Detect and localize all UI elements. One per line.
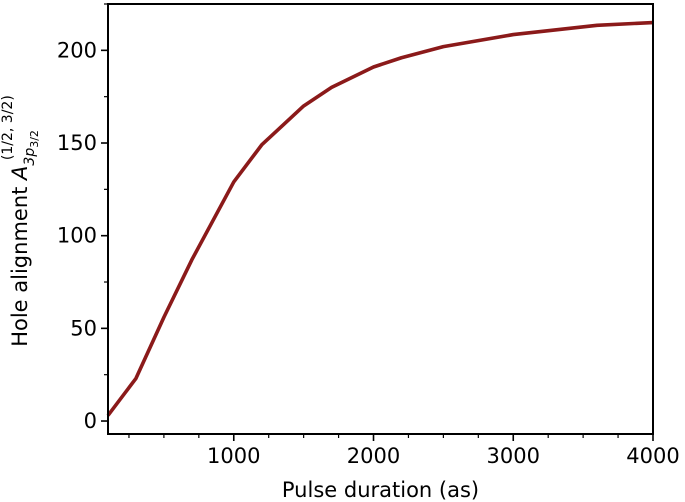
x-tick-label: 2000 [347,444,400,468]
y-tick-label: 150 [57,131,97,155]
y-axis-label-symbol: A [8,166,32,182]
y-axis-label: Hole alignment A3p3/2 (1/2, 3/2) [0,95,41,347]
y-axis-label-subscript-sub: 3/2 [28,130,41,148]
y-tick-label: 0 [84,409,97,433]
x-tick-label: 3000 [487,444,540,468]
series-layer [106,20,654,417]
x-axis-ticks: 1000 2000 3000 4000 [128,434,680,468]
svg-text:Hole alignment A3p3/2(1/2, 3/2: Hole alignment A3p3/2 (1/2, 3/2) [0,95,41,347]
y-tick-label: 50 [70,316,97,340]
y-axis-label-subscript: 3p [22,148,38,166]
x-tick-label: 1000 [207,444,260,468]
x-tick-label: 4000 [626,444,679,468]
x-axis-label: Pulse duration (as) [282,478,479,502]
y-tick-label: 100 [57,224,97,248]
y-tick-label: 200 [57,38,97,62]
y-axis-label-prefix: Hole alignment [8,180,32,347]
y-axis-label-superscript: (1/2, 3/2) [0,95,16,160]
plot-frame [107,3,654,435]
series-line [106,20,654,417]
y-axis-ticks: 0 50 100 150 200 [57,3,108,433]
